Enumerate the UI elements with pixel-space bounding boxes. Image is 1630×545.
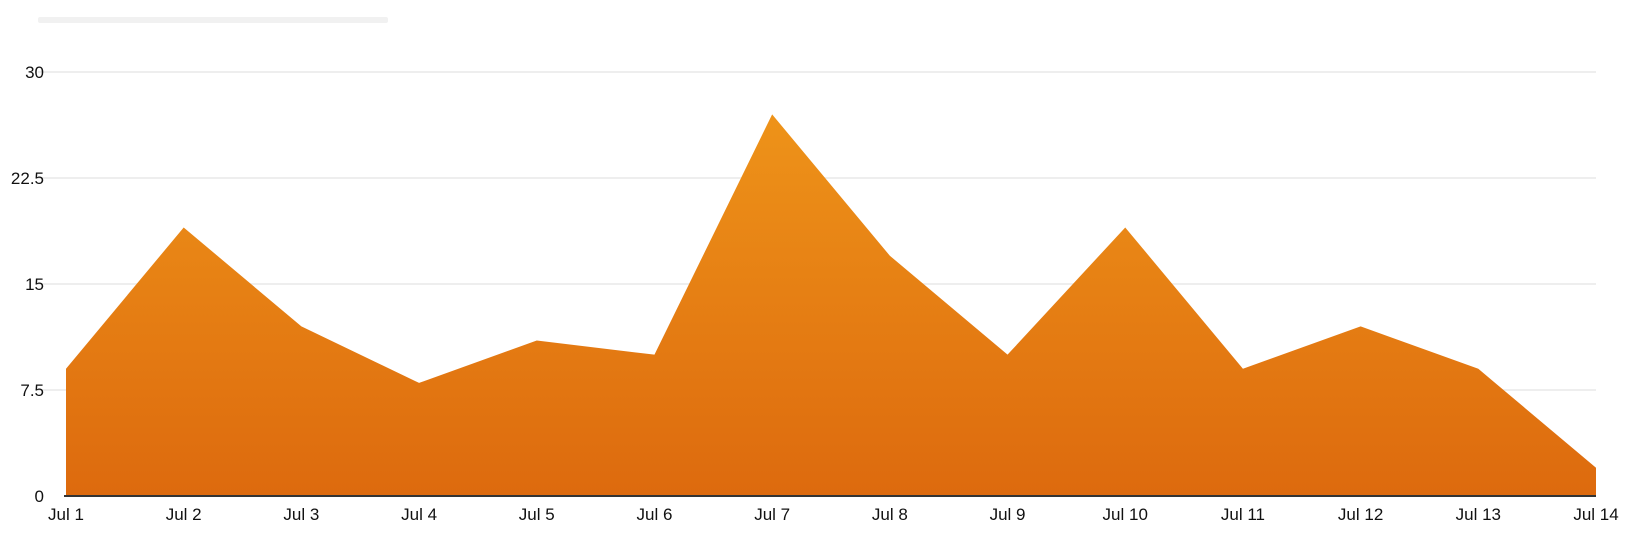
x-tick-label: Jul 9 (990, 505, 1026, 524)
x-tick-label: Jul 1 (48, 505, 84, 524)
x-tick-label: Jul 11 (1221, 505, 1265, 524)
area-series-fill (66, 114, 1596, 497)
y-tick-label: 22.5 (11, 169, 44, 188)
x-tick-label: Jul 4 (401, 505, 437, 524)
x-tick-label: Jul 3 (283, 505, 319, 524)
y-tick-labels: 0 7.5 15 22.5 30 (11, 63, 44, 506)
title-placeholder-bar (38, 17, 388, 23)
x-tick-label: Jul 14 (1573, 505, 1618, 524)
area-series (66, 114, 1596, 497)
y-tick-label: 7.5 (20, 381, 44, 400)
y-tick-label: 0 (35, 487, 44, 506)
x-tick-label: Jul 7 (754, 505, 790, 524)
x-tick-label: Jul 10 (1103, 505, 1148, 524)
y-tick-label: 15 (25, 275, 44, 294)
x-tick-labels: Jul 1 Jul 2 Jul 3 Jul 4 Jul 5 Jul 6 Jul 7 Jul 8… (48, 505, 1619, 524)
x-tick-label: Jul 2 (166, 505, 202, 524)
y-tick-label: 30 (25, 63, 44, 82)
x-tick-label: Jul 6 (637, 505, 673, 524)
x-tick-label: Jul 8 (872, 505, 908, 524)
x-tick-label: Jul 12 (1338, 505, 1383, 524)
x-tick-label: Jul 5 (519, 505, 555, 524)
x-tick-label: Jul 13 (1456, 505, 1501, 524)
